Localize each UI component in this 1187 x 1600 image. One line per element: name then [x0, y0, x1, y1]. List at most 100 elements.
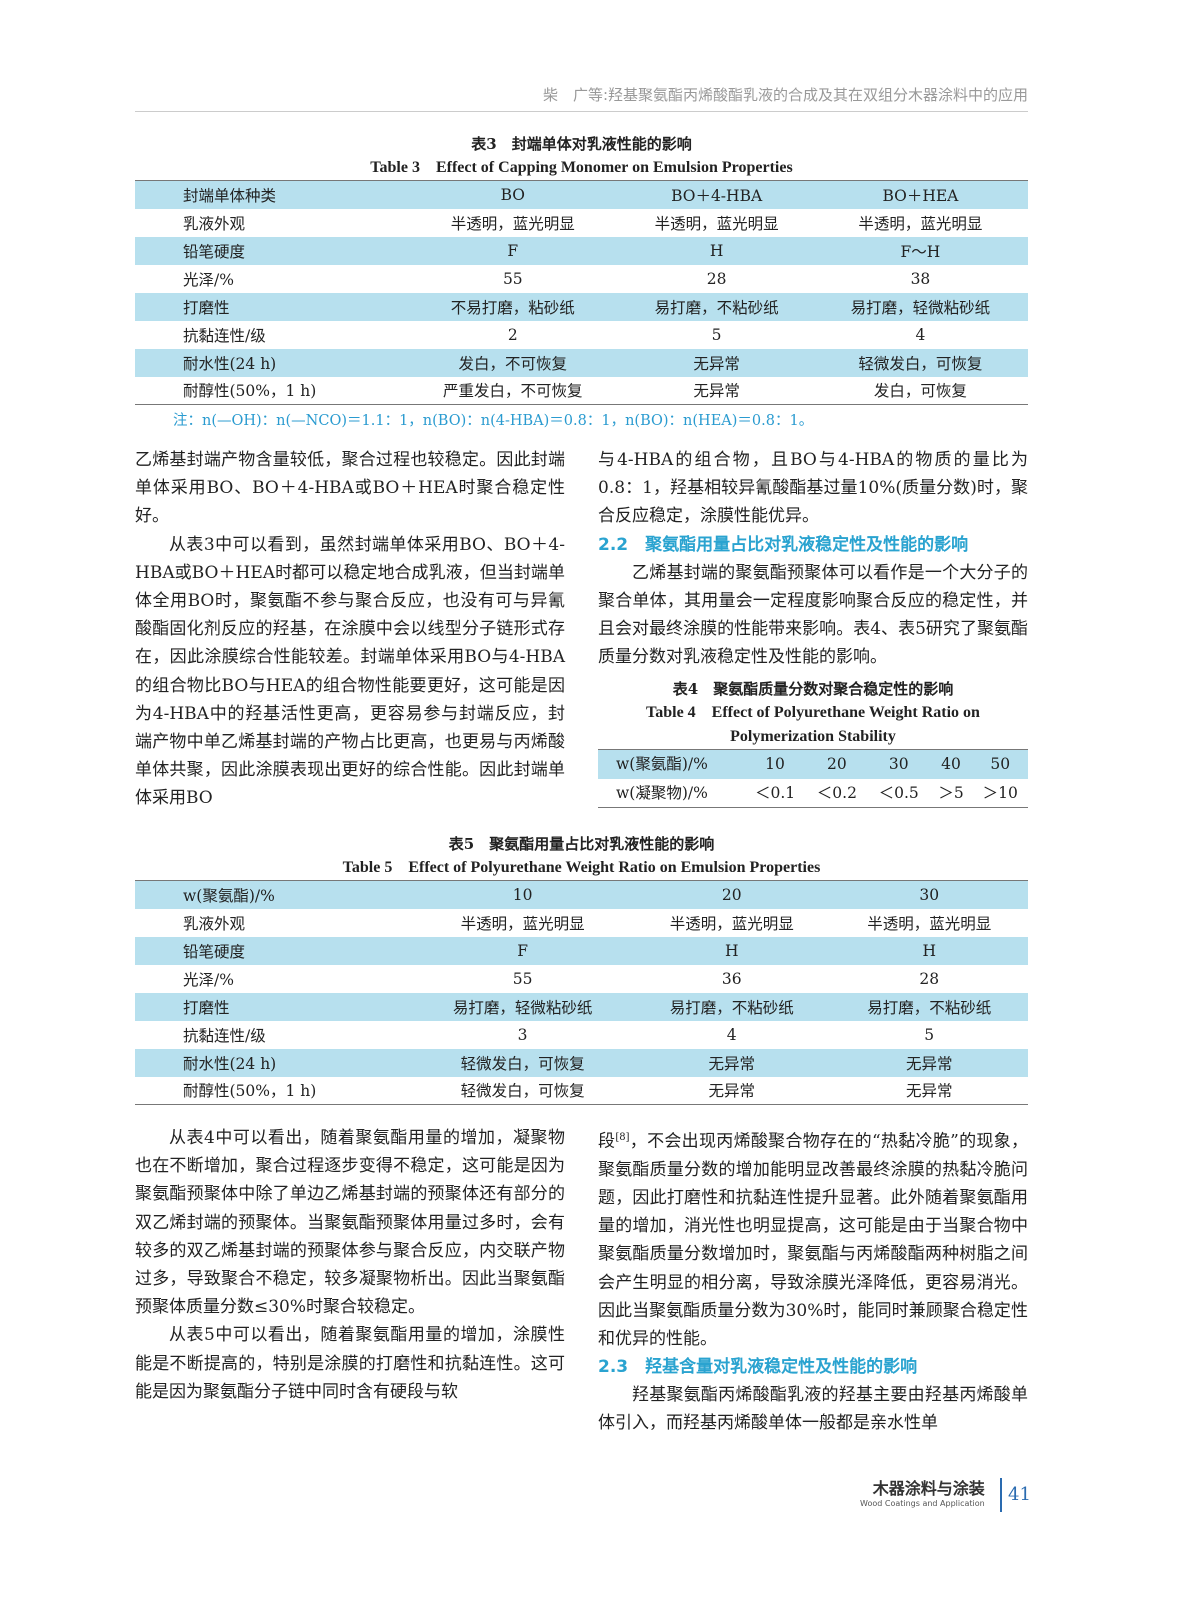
table-cell: 易打磨，不粘砂纸 [867, 998, 992, 1017]
table-cell: 发白，可恢复 [873, 382, 967, 401]
table-cell: w(聚氨酯)/% [616, 755, 708, 774]
table-row: 光泽/% 55 28 38 [135, 265, 1028, 293]
table-cell: 发白，不可恢复 [458, 354, 568, 373]
table-cell: 乳液外观 [183, 214, 246, 233]
paragraph: 从表3中可以看到，虽然封端单体采用BO、BO＋4-HBA或BO＋HEA时都可以稳… [135, 534, 565, 809]
table-cell: 光泽/% [183, 270, 234, 289]
table-cell: 轻微发白，可恢复 [460, 1054, 585, 1073]
table-cell: 易打磨，不粘砂纸 [654, 298, 779, 317]
table-cell: H [724, 941, 739, 960]
table-cell: w(凝聚物)/% [616, 783, 708, 802]
table-cell: 无异常 [708, 1082, 755, 1101]
table3-block: 表3 封端单体对乳液性能的影响 Table 3 Effect of Cappin… [135, 132, 1028, 430]
table5: w(聚氨酯)/% 10 20 30 乳液外观 半透明，蓝光明显 半透明，蓝光明显 半透明，蓝光… [135, 880, 1028, 1105]
table-cell: H [709, 241, 724, 260]
table-cell: 28 [919, 969, 940, 988]
table-cell: 无异常 [905, 1054, 953, 1073]
citation[interactable]: [8] [615, 1132, 630, 1143]
table-cell: 易打磨，不粘砂纸 [669, 998, 794, 1017]
table-cell: 无异常 [708, 1054, 755, 1073]
table3-caption-en: Table 3 Effect of Capping Monomer on Emu… [370, 159, 793, 176]
table-cell: 严重发白，不可恢复 [443, 382, 583, 401]
paragraph: 从表4中可以看出，随着聚氨酯用量的增加，凝聚物也在不断增加，聚合过程逐步变得不稳… [135, 1128, 565, 1318]
table-cell: ＞10 [982, 783, 1018, 802]
right-column-top: 与4-HBA的组合物，且BO与4-HBA的物质的量比为0.8：1，羟基相较异氰酸… [598, 446, 1028, 808]
table-cell: 不易打磨，粘砂纸 [450, 298, 575, 317]
table-cell: 10 [765, 755, 785, 774]
table-cell: 耐水性(24 h) [183, 1054, 277, 1073]
table-cell: 铅笔硬度 [183, 242, 246, 261]
text: ，不会出现丙烯酸聚合物存在的“热黏冷脆”的现象，聚氨酯质量分数的增加能明显改善最… [598, 1131, 1029, 1350]
table-cell: BO [500, 185, 525, 204]
table-cell: 2 [507, 325, 518, 344]
table-row: 耐水性(24 h) 轻微发白，可恢复 无异常 无异常 [135, 1048, 1028, 1077]
table-cell: 无异常 [693, 382, 740, 401]
table-cell: 半透明，蓝光明显 [858, 214, 983, 233]
table-header-row: w(聚氨酯)/% 10 20 30 [135, 880, 1028, 909]
table-cell: 10 [512, 885, 533, 904]
table4-caption-en: Table 4 Effect of Polyurethane Weight Ra… [646, 704, 980, 746]
table-cell: 30 [888, 755, 909, 774]
left-column-bottom: 从表4中可以看出，随着聚氨酯用量的增加，凝聚物也在不断增加，聚合过程逐步变得不稳… [135, 1124, 565, 1406]
paragraph: 羟基聚氨酯丙烯酸酯乳液的羟基主要由羟基丙烯酸单体引入，而羟基丙烯酸单体一般都是亲… [598, 1385, 1028, 1434]
table-row: 光泽/% 55 36 28 [135, 965, 1028, 993]
paragraph: 段[8]，不会出现丙烯酸聚合物存在的“热黏冷脆”的现象，聚氨酯质量分数的增加能明… [598, 1124, 1028, 1353]
table-cell: 40 [941, 755, 961, 774]
table-row: 铅笔硬度 F H F～H [135, 236, 1028, 265]
table-cell: w(聚氨酯)/% [183, 886, 275, 905]
table-cell: 50 [990, 755, 1011, 774]
table-cell: F [517, 941, 528, 960]
paragraph: 乙烯基封端的聚氨酯预聚体可以看作是一个大分子的聚合单体，其用量会一定程度影响聚合… [598, 562, 1028, 668]
table-cell: 28 [706, 269, 727, 288]
right-column-bottom: 段[8]，不会出现丙烯酸聚合物存在的“热黏冷脆”的现象，聚氨酯质量分数的增加能明… [598, 1124, 1028, 1438]
left-column-top: 乙烯基封端产物含量较低，聚合过程也较稳定。因此封端单体采用BO、BO＋4-HBA… [135, 446, 565, 813]
table-cell: 20 [721, 885, 742, 904]
table4: w(聚氨酯)/% 10 20 30 40 50 w(凝聚物)/% ＜0.1 ＜0.2 ＜0.5 ＞5… [598, 749, 1028, 808]
table3-caption-cn: 表3 封端单体对乳液性能的影响 [471, 135, 692, 153]
table-row: w(凝聚物)/% ＜0.1 ＜0.2 ＜0.5 ＞5 ＞10 [598, 779, 1028, 808]
table-cell: 光泽/% [183, 970, 234, 989]
paragraph: 从表5中可以看出，随着聚氨酯用量的增加，涂膜性能是不断提高的，特别是涂膜的打磨性… [135, 1325, 565, 1402]
table-row: 乳液外观 半透明，蓝光明显 半透明，蓝光明显 半透明，蓝光明显 [135, 209, 1028, 237]
footer-journal: 木器涂料与涂装 Wood Coatings and Application [860, 1475, 985, 1508]
table-cell: ＞5 [938, 783, 964, 802]
table-cell: 易打磨，轻微粘砂纸 [850, 298, 991, 317]
table-cell: 无异常 [693, 354, 740, 373]
table-cell: 打磨性 [183, 298, 230, 317]
table5-block: 表5 聚氨酯用量占比对乳液性能的影响 Table 5 Effect of Pol… [135, 832, 1028, 1105]
table-cell: 耐水性(24 h) [183, 354, 277, 373]
table-cell: ＜0.2 [816, 783, 857, 802]
table-cell: 4 [726, 1025, 737, 1044]
page-number: 41 [1000, 1478, 1031, 1512]
table-cell: 半透明，蓝光明显 [450, 214, 575, 233]
section-heading-2-3: 2.3 羟基含量对乳液稳定性及性能的影响 [598, 1357, 918, 1378]
table-cell: 55 [502, 269, 523, 288]
table-cell: 抗黏连性/级 [183, 1026, 266, 1045]
journal-name-en: Wood Coatings and Application [860, 1499, 985, 1508]
table-cell: 36 [721, 969, 742, 988]
table-cell: H [922, 941, 936, 960]
table-row: 抗黏连性/级 2 5 4 [135, 321, 1028, 349]
table-cell: 耐醇性(50%，1 h) [183, 382, 317, 401]
table-cell: 5 [924, 1025, 935, 1044]
table-cell: ＜0.5 [878, 783, 919, 802]
section-heading-2-2: 2.2 聚氨酯用量占比对乳液稳定性及性能的影响 [598, 534, 969, 555]
table-cell: 半透明，蓝光明显 [460, 914, 585, 933]
table-row: 耐水性(24 h) 发白，不可恢复 无异常 轻微发白，可恢复 [135, 348, 1028, 377]
table-cell: 20 [827, 755, 847, 774]
table-cell: 抗黏连性/级 [183, 326, 266, 345]
table-header-row: 封端单体种类 BO BO＋4-HBA BO＋HEA [135, 180, 1028, 209]
table-cell: 铅笔硬度 [183, 942, 246, 961]
table-row: 耐醇性(50%，1 h) 严重发白，不可恢复 无异常 发白，可恢复 [135, 377, 1028, 405]
table3: 封端单体种类 BO BO＋4-HBA BO＋HEA 乳液外观 半透明，蓝光明显 半透明，蓝光… [135, 180, 1028, 405]
table-cell: 无异常 [905, 1082, 953, 1101]
table-cell: 4 [915, 325, 926, 344]
table-row: 打磨性 不易打磨，粘砂纸 易打磨，不粘砂纸 易打磨，轻微粘砂纸 [135, 292, 1028, 321]
table-cell: 3 [517, 1025, 528, 1044]
table3-note: 注：n(—OH)：n(—NCO)＝1.1：1，n(BO)：n(4-HBA)＝0.… [173, 413, 814, 429]
table-row: 耐醇性(50%，1 h) 轻微发白，可恢复 无异常 无异常 [135, 1077, 1028, 1105]
table4-block: 表4 聚氨酯质量分数对聚合稳定性的影响 Table 4 Effect of Po… [598, 677, 1028, 808]
table-row: 打磨性 易打磨，轻微粘砂纸 易打磨，不粘砂纸 易打磨，不粘砂纸 [135, 992, 1028, 1021]
table-cell: BO＋4-HBA [671, 186, 763, 205]
paragraph: 与4-HBA的组合物，且BO与4-HBA的物质的量比为0.8：1，羟基相较异氰酸… [598, 450, 1028, 527]
